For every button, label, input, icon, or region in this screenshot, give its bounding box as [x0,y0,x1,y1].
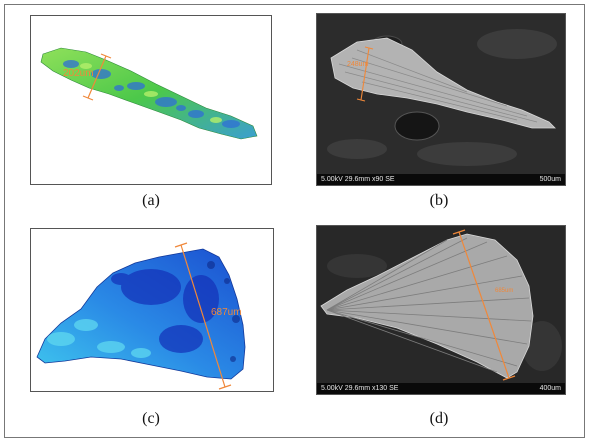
ridges [326,237,532,373]
fragment [320,233,534,379]
dimension-line [452,229,516,381]
measurement-label: 687um [211,307,242,318]
caption-d: (d) [429,410,449,427]
blue-patches [63,60,240,128]
panel-c-image: 687um [36,242,246,390]
sem-info-bar: 5.00kV 29.6mm x90 SE 500um [317,174,565,185]
panel-b-sem-image: 248um 5.00kV 29.6mm x90 SE 500um [316,13,566,186]
cyan-patches [47,319,151,358]
panel-b-image: 248um [317,14,565,174]
sem-info-bar: 5.00kV 29.6mm x130 SE 400um [317,383,565,394]
caption-a: (a) [142,192,160,209]
dark-hole [394,111,440,141]
panel-a-image: 202um [40,47,258,140]
dark-blue-patches [111,269,219,353]
edge-speckles [207,261,240,362]
panel-d-sem-image: 685um 5.00kV 29.6mm x130 SE 400um [316,225,566,395]
measurement-label: 685um [495,288,513,294]
scale-label: 400um [539,385,561,392]
caption-c: (c) [142,410,160,427]
striations [338,49,538,123]
caption-b: (b) [429,192,449,209]
light-patches [80,63,222,123]
dimension-line [356,46,374,102]
measurement-label: 248um [347,61,369,68]
dimension-line [82,53,112,101]
background-texture [327,29,557,166]
panel-c-3d-scan: 687um [30,228,274,392]
panel-d-image: 685um [317,226,565,384]
background-texture [327,254,562,371]
dimension-line [174,242,232,390]
scale-label: 500um [539,176,561,183]
panel-a-3d-scan: 202um [30,15,272,185]
sem-settings: 5.00kV 29.6mm x90 SE [321,176,395,183]
sem-settings: 5.00kV 29.6mm x130 SE [321,385,399,392]
measurement-label: 202um [63,68,94,79]
